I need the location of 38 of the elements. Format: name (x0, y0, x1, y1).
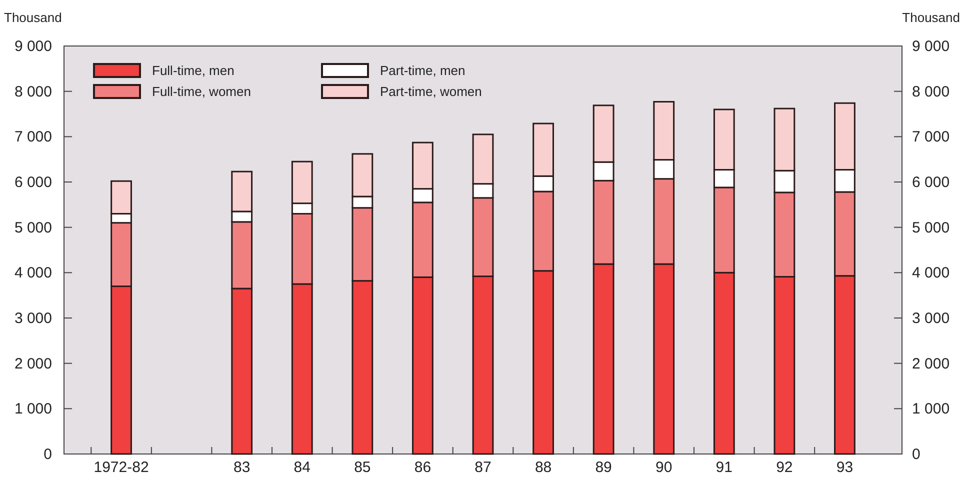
y-tick-label: 6 000 (14, 174, 52, 191)
y2-axis-title: Thousand (902, 10, 960, 25)
legend-label: Part-time, women (380, 84, 482, 99)
y2-tick-label: 4 000 (912, 264, 950, 282)
x-tick-label: 83 (234, 459, 250, 476)
y2-tick-label: 3 000 (912, 310, 950, 327)
y-tick-label: 5 000 (14, 219, 52, 236)
x-tick-label: 93 (836, 459, 854, 476)
y-tick-label: 9 000 (14, 38, 52, 55)
y-tick-label: 7 000 (14, 128, 52, 146)
x-tick-label: 86 (414, 459, 432, 476)
y-tick-label: 8 000 (14, 83, 52, 100)
y2-tick-label: 2 000 (912, 355, 950, 372)
x-tick-label: 84 (294, 459, 310, 476)
x-tick-label: 92 (776, 459, 793, 476)
x-tick-label: 91 (716, 459, 732, 476)
y2-tick-label: 1 000 (912, 400, 950, 418)
legend-label: Full-time, women (152, 84, 251, 99)
legend-label: Part-time, men (380, 63, 466, 78)
y-tick-label: 1 000 (14, 400, 52, 418)
y2-tick-label: 6 000 (912, 174, 950, 191)
y2-tick-label: 7 000 (912, 128, 950, 146)
y-tick-label: 0 (44, 446, 52, 463)
legend-label: Full-time, men (152, 63, 234, 78)
x-tick-label: 88 (534, 459, 552, 476)
y-tick-label: 3 000 (14, 310, 52, 327)
x-tick-label: 1972-82 (94, 459, 149, 476)
x-tick-label: 85 (354, 459, 371, 476)
y-tick-label: 4 000 (14, 264, 52, 282)
y2-tick-label: 9 000 (912, 38, 950, 55)
y2-tick-label: 8 000 (912, 83, 950, 100)
y2-tick-label: 5 000 (912, 219, 950, 236)
y2-tick-label: 0 (912, 446, 920, 463)
x-tick-label: 87 (474, 459, 492, 476)
y-tick-label: 2 000 (14, 355, 52, 372)
y-axis-title: Thousand (4, 10, 62, 25)
x-tick-label: 90 (656, 459, 672, 476)
x-tick-label: 89 (595, 459, 612, 476)
